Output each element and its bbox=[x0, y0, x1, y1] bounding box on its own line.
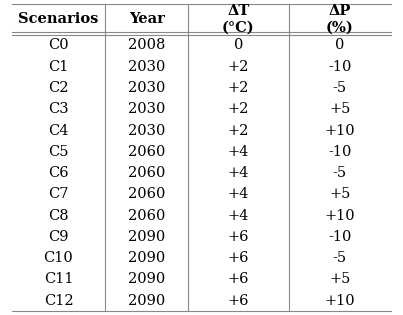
Text: 2060: 2060 bbox=[128, 166, 165, 180]
Text: -5: -5 bbox=[333, 81, 347, 95]
Text: C0: C0 bbox=[48, 38, 69, 53]
Text: C8: C8 bbox=[48, 209, 69, 223]
Text: +10: +10 bbox=[324, 294, 355, 307]
Text: +4: +4 bbox=[228, 145, 249, 159]
Text: 2090: 2090 bbox=[128, 272, 165, 286]
Text: -10: -10 bbox=[328, 60, 351, 74]
Text: 2090: 2090 bbox=[128, 251, 165, 265]
Text: C3: C3 bbox=[48, 102, 69, 116]
Text: ΔP
(%): ΔP (%) bbox=[326, 4, 354, 34]
Text: +5: +5 bbox=[329, 187, 351, 201]
Text: C10: C10 bbox=[44, 251, 73, 265]
Text: 2030: 2030 bbox=[128, 60, 165, 74]
Text: +2: +2 bbox=[228, 102, 249, 116]
Text: C12: C12 bbox=[44, 294, 73, 307]
Text: ΔT
(°C): ΔT (°C) bbox=[222, 4, 255, 34]
Text: C2: C2 bbox=[48, 81, 69, 95]
Text: 2060: 2060 bbox=[128, 209, 165, 223]
Text: +4: +4 bbox=[228, 166, 249, 180]
Text: +6: +6 bbox=[228, 230, 249, 244]
Text: 2030: 2030 bbox=[128, 81, 165, 95]
Text: 2030: 2030 bbox=[128, 102, 165, 116]
Text: +2: +2 bbox=[228, 123, 249, 138]
Text: 2060: 2060 bbox=[128, 145, 165, 159]
Text: C5: C5 bbox=[48, 145, 69, 159]
Text: -5: -5 bbox=[333, 251, 347, 265]
Text: +2: +2 bbox=[228, 81, 249, 95]
Text: +10: +10 bbox=[324, 209, 355, 223]
Text: 2030: 2030 bbox=[128, 123, 165, 138]
Text: Scenarios: Scenarios bbox=[18, 12, 99, 26]
Text: -10: -10 bbox=[328, 145, 351, 159]
Text: C11: C11 bbox=[44, 272, 73, 286]
Text: +5: +5 bbox=[329, 102, 351, 116]
Text: C7: C7 bbox=[48, 187, 69, 201]
Text: +4: +4 bbox=[228, 187, 249, 201]
Text: +5: +5 bbox=[329, 272, 351, 286]
Text: 2090: 2090 bbox=[128, 294, 165, 307]
Text: -5: -5 bbox=[333, 166, 347, 180]
Text: +10: +10 bbox=[324, 123, 355, 138]
Text: 2008: 2008 bbox=[128, 38, 165, 53]
Text: 0: 0 bbox=[335, 38, 345, 53]
Text: C1: C1 bbox=[48, 60, 69, 74]
Text: 2060: 2060 bbox=[128, 187, 165, 201]
Text: C9: C9 bbox=[48, 230, 69, 244]
Text: +6: +6 bbox=[228, 294, 249, 307]
Text: C4: C4 bbox=[48, 123, 69, 138]
Text: -10: -10 bbox=[328, 230, 351, 244]
Text: +6: +6 bbox=[228, 251, 249, 265]
Text: +2: +2 bbox=[228, 60, 249, 74]
Text: C6: C6 bbox=[48, 166, 69, 180]
Text: 2090: 2090 bbox=[128, 230, 165, 244]
Text: Year: Year bbox=[129, 12, 164, 26]
Text: 0: 0 bbox=[234, 38, 243, 53]
Text: +4: +4 bbox=[228, 209, 249, 223]
Text: +6: +6 bbox=[228, 272, 249, 286]
